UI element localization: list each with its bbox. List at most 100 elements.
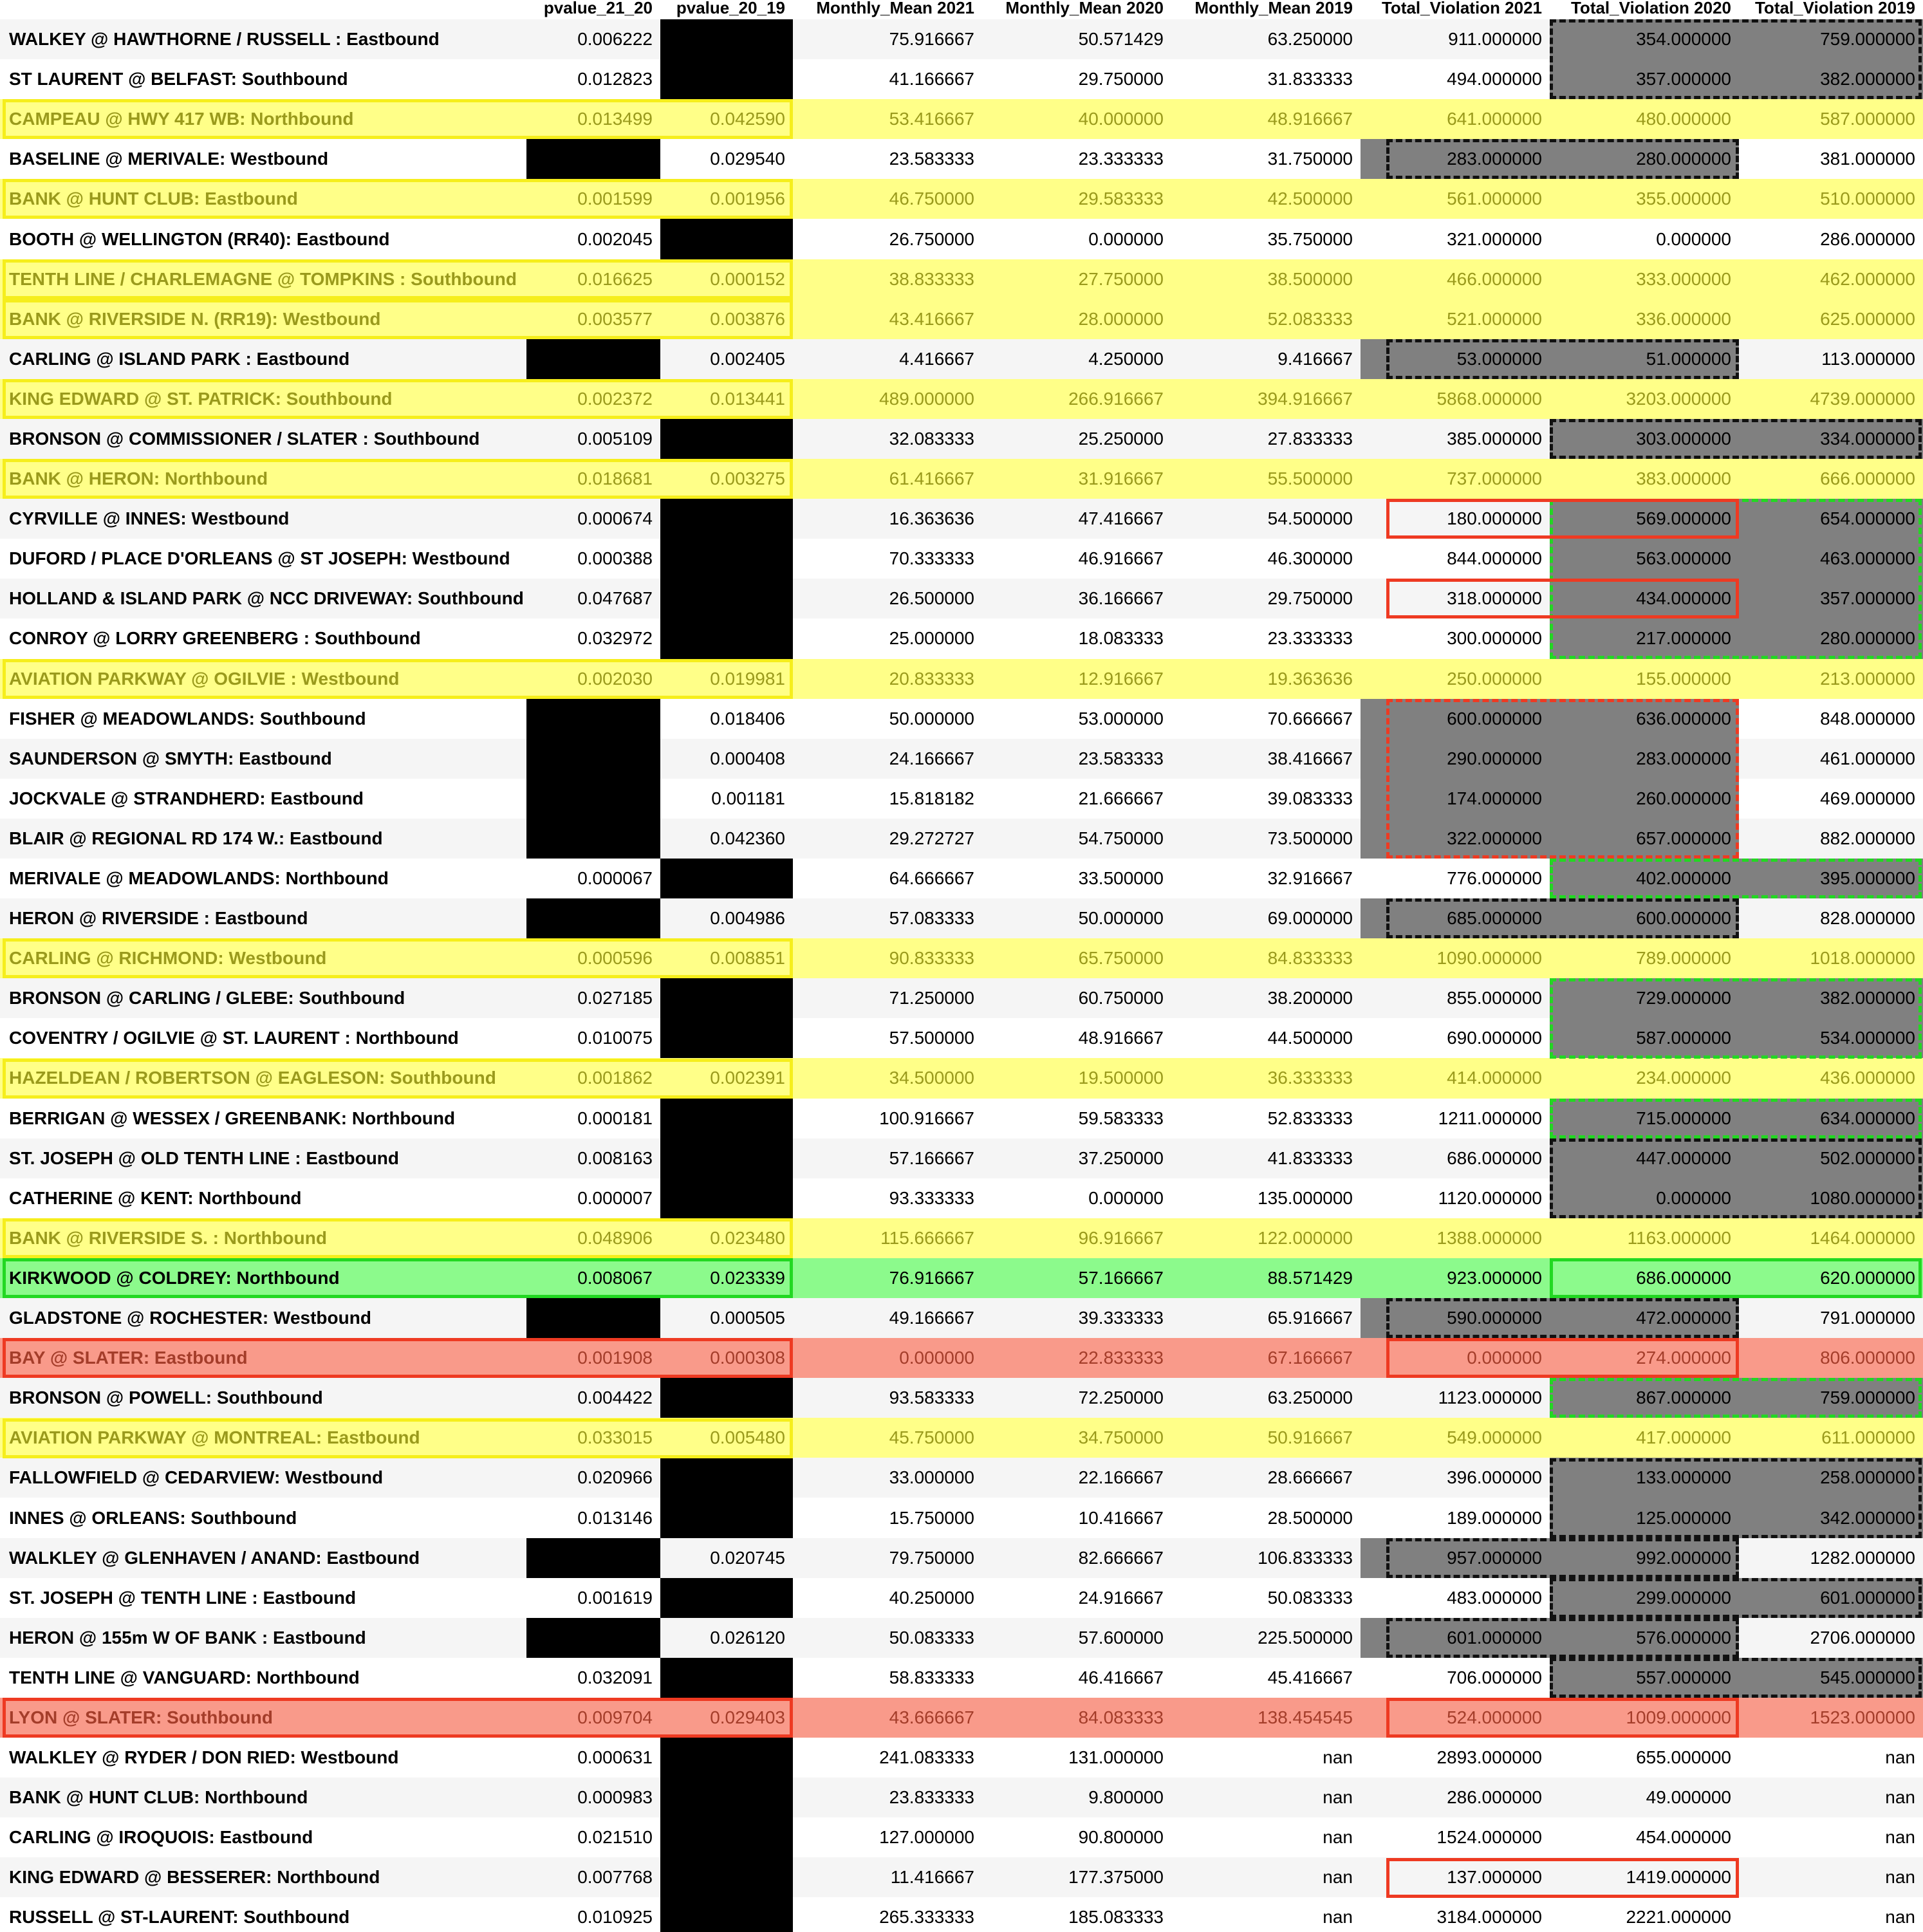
monthly-mean-2019-cell: 23.333333 bbox=[1171, 618, 1361, 659]
monthly-mean-2020-cell: 59.583333 bbox=[982, 1098, 1171, 1138]
monthly-mean-2021-cell: 53.416667 bbox=[793, 99, 982, 140]
pvalue-21-20-cell: 0.002372 bbox=[526, 378, 660, 419]
monthly-mean-2020-cell: 72.250000 bbox=[982, 1378, 1171, 1418]
intersection-name: KING EDWARD @ ST. PATRICK: Southbound bbox=[0, 378, 526, 419]
total-violation-2019-cell: 382.000000 bbox=[1739, 59, 1923, 100]
monthly-mean-2021-cell: 50.083333 bbox=[793, 1617, 982, 1658]
total-violation-2020-cell: 636.000000 bbox=[1550, 698, 1739, 739]
monthly-mean-2021-cell: 11.416667 bbox=[793, 1857, 982, 1898]
monthly-mean-2020-cell: 131.000000 bbox=[982, 1738, 1171, 1778]
pvalue-21-20-cell: 0.000007 bbox=[526, 1178, 660, 1218]
intersection-name: BANK @ HUNT CLUB: Eastbound bbox=[0, 179, 526, 219]
pvalue-21-20-cell: 0.007768 bbox=[526, 1857, 660, 1898]
total-violation-2020-cell: 576.000000 bbox=[1550, 1617, 1739, 1658]
monthly-mean-2020-cell: 18.083333 bbox=[982, 618, 1171, 659]
total-violation-2019-cell: nan bbox=[1739, 1897, 1923, 1932]
monthly-mean-2020-cell: 29.750000 bbox=[982, 59, 1171, 100]
intersection-name: COVENTRY / OGILVIE @ ST. LAURENT : North… bbox=[0, 1018, 526, 1059]
table-row: GLADSTONE @ ROCHESTER: Westbound 0.000505… bbox=[0, 1298, 1923, 1339]
monthly-mean-2020-cell: 22.166667 bbox=[982, 1458, 1171, 1498]
pvalue-21-20-cell: 0.000983 bbox=[526, 1778, 660, 1818]
total-violation-2019-cell: 654.000000 bbox=[1739, 499, 1923, 539]
monthly-mean-2020-cell: 46.916667 bbox=[982, 539, 1171, 579]
total-violation-2019-cell: 286.000000 bbox=[1739, 219, 1923, 259]
pvalue-20-19-cell bbox=[660, 1817, 793, 1858]
pvalue-21-20-cell: 0.002045 bbox=[526, 219, 660, 259]
total-violation-2020-cell: 655.000000 bbox=[1550, 1738, 1739, 1778]
intersection-name: BANK @ HUNT CLUB: Northbound bbox=[0, 1778, 526, 1818]
total-violation-2020-cell: 125.000000 bbox=[1550, 1498, 1739, 1538]
pvalue-21-20-cell: 0.027185 bbox=[526, 978, 660, 1019]
monthly-mean-2019-cell: 31.833333 bbox=[1171, 59, 1361, 100]
intersection-name: TENTH LINE @ VANGUARD: Northbound bbox=[0, 1657, 526, 1698]
pvalue-21-20-cell bbox=[526, 1537, 660, 1578]
pvalue-21-20-cell bbox=[526, 1298, 660, 1339]
monthly-mean-2021-cell: 24.166667 bbox=[793, 738, 982, 779]
total-violation-2019-cell: 461.000000 bbox=[1739, 738, 1923, 779]
monthly-mean-2020-cell: 46.416667 bbox=[982, 1657, 1171, 1698]
monthly-mean-2020-cell: 177.375000 bbox=[982, 1857, 1171, 1898]
intersection-name: BASELINE @ MERIVALE: Westbound bbox=[0, 139, 526, 180]
monthly-mean-2019-cell: 28.666667 bbox=[1171, 1458, 1361, 1498]
pvalue-21-20-cell: 0.001599 bbox=[526, 179, 660, 219]
pvalue-21-20-cell: 0.000067 bbox=[526, 858, 660, 899]
monthly-mean-2021-cell: 23.583333 bbox=[793, 139, 982, 180]
total-violation-2021-cell: 549.000000 bbox=[1361, 1418, 1550, 1458]
table-row: TENTH LINE @ VANGUARD: Northbound 0.03209… bbox=[0, 1657, 1923, 1698]
table-row: CARLING @ IROQUOIS: Eastbound 0.021510 127… bbox=[0, 1817, 1923, 1858]
monthly-mean-2021-cell: 100.916667 bbox=[793, 1098, 982, 1138]
pvalue-21-20-cell: 0.016625 bbox=[526, 259, 660, 299]
table-row: TENTH LINE / CHARLEMAGNE @ TOMPKINS : So… bbox=[0, 259, 1923, 299]
pvalue-20-19-cell: 0.029540 bbox=[660, 139, 793, 180]
pvalue-21-20-cell: 0.000181 bbox=[526, 1098, 660, 1138]
total-violation-2021-cell: 1211.000000 bbox=[1361, 1098, 1550, 1138]
monthly-mean-2020-cell: 57.166667 bbox=[982, 1258, 1171, 1298]
intersection-name: BANK @ HERON: Northbound bbox=[0, 459, 526, 499]
total-violation-2021-cell: 706.000000 bbox=[1361, 1657, 1550, 1698]
pvalue-21-20-cell: 0.033015 bbox=[526, 1418, 660, 1458]
monthly-mean-2019-cell: 50.916667 bbox=[1171, 1418, 1361, 1458]
total-violation-2020-cell: 1419.000000 bbox=[1550, 1857, 1739, 1898]
monthly-mean-2019-cell: 44.500000 bbox=[1171, 1018, 1361, 1059]
total-violation-2019-cell: nan bbox=[1739, 1738, 1923, 1778]
pvalue-21-20-cell: 0.000596 bbox=[526, 938, 660, 979]
total-violation-2020-cell: 217.000000 bbox=[1550, 618, 1739, 659]
total-violation-2020-cell: 1163.000000 bbox=[1550, 1218, 1739, 1258]
total-violation-2021-cell: 53.000000 bbox=[1361, 339, 1550, 379]
total-violation-2021-cell: 396.000000 bbox=[1361, 1458, 1550, 1498]
monthly-mean-2019-cell: 65.916667 bbox=[1171, 1298, 1361, 1339]
pvalue-20-19-cell: 0.023339 bbox=[660, 1258, 793, 1298]
total-violation-2019-cell: 634.000000 bbox=[1739, 1098, 1923, 1138]
intersection-name: WALKLEY @ GLENHAVEN / ANAND: Eastbound bbox=[0, 1537, 526, 1578]
pvalue-20-19-cell bbox=[660, 499, 793, 539]
pvalue-21-20-cell: 0.048906 bbox=[526, 1218, 660, 1258]
monthly-mean-2019-cell: 46.300000 bbox=[1171, 539, 1361, 579]
intersection-name: BERRIGAN @ WESSEX / GREENBANK: Northboun… bbox=[0, 1098, 526, 1138]
total-violation-2021-cell: 685.000000 bbox=[1361, 898, 1550, 939]
monthly-mean-2021-cell: 38.833333 bbox=[793, 259, 982, 299]
total-violation-2019-cell: 469.000000 bbox=[1739, 778, 1923, 819]
pvalue-21-20-cell bbox=[526, 778, 660, 819]
monthly-mean-2019-cell: 36.333333 bbox=[1171, 1058, 1361, 1099]
monthly-mean-2021-cell: 25.000000 bbox=[793, 618, 982, 659]
pvalue-21-20-cell: 0.000631 bbox=[526, 1738, 660, 1778]
total-violation-2020-cell: 0.000000 bbox=[1550, 219, 1739, 259]
table-row: BRONSON @ COMMISSIONER / SLATER : Southb… bbox=[0, 418, 1923, 460]
monthly-mean-2021-cell: 41.166667 bbox=[793, 59, 982, 100]
total-violation-2020-cell: 454.000000 bbox=[1550, 1817, 1739, 1858]
total-violation-2020-cell: 867.000000 bbox=[1550, 1378, 1739, 1418]
total-violation-2019-cell: 545.000000 bbox=[1739, 1657, 1923, 1698]
total-violation-2019-cell: 848.000000 bbox=[1739, 698, 1923, 739]
monthly-mean-2021-cell: 241.083333 bbox=[793, 1738, 982, 1778]
monthly-mean-2021-cell: 58.833333 bbox=[793, 1657, 982, 1698]
table-row: BLAIR @ REGIONAL RD 174 W.: Eastbound 0.0… bbox=[0, 818, 1923, 859]
monthly-mean-2021-cell: 23.833333 bbox=[793, 1778, 982, 1818]
monthly-mean-2020-cell: 21.666667 bbox=[982, 778, 1171, 819]
total-violation-2019-cell: 334.000000 bbox=[1739, 418, 1923, 460]
pvalue-21-20-cell bbox=[526, 898, 660, 939]
total-violation-2021-cell: 855.000000 bbox=[1361, 978, 1550, 1019]
pvalue-21-20-cell: 0.018681 bbox=[526, 459, 660, 499]
total-violation-2020-cell: 715.000000 bbox=[1550, 1098, 1739, 1138]
pvalue-21-20-cell: 0.000388 bbox=[526, 539, 660, 579]
monthly-mean-2019-cell: nan bbox=[1171, 1778, 1361, 1818]
